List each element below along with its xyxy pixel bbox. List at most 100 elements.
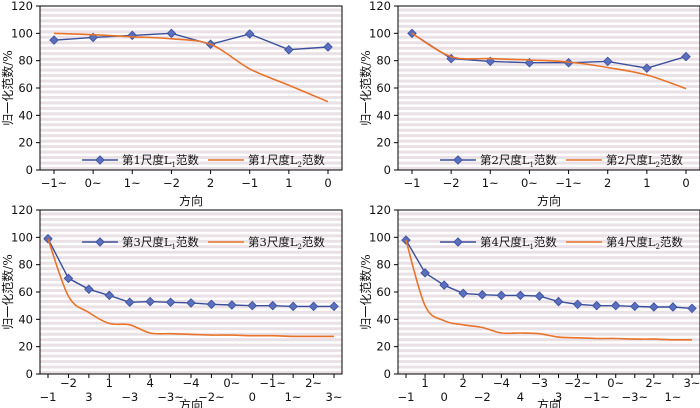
background-band	[398, 63, 700, 67]
background-band	[40, 112, 342, 116]
y-tick-label: 60	[376, 81, 391, 95]
data-point-diamond	[439, 280, 449, 290]
background-band	[40, 245, 342, 249]
background-band	[398, 332, 700, 336]
x-tick-label: 2	[460, 376, 467, 390]
background-band	[40, 321, 342, 325]
x-tick-label: 3	[85, 390, 92, 404]
legend-label: 第4尺度L2范数	[606, 235, 683, 251]
y-tick-label: 100	[11, 26, 33, 40]
background-band	[398, 354, 700, 358]
background-band	[40, 52, 342, 56]
background-band	[40, 288, 342, 292]
x-axis-title: 方向	[537, 193, 561, 208]
background-band	[40, 310, 342, 314]
x-tick-label: 0~	[607, 376, 624, 390]
background-band	[40, 24, 342, 28]
y-tick-label: 100	[369, 230, 391, 244]
data-point-diamond	[247, 300, 258, 311]
background-band	[40, 217, 342, 221]
background-band	[40, 256, 342, 260]
background-band	[398, 161, 700, 165]
background-band	[40, 212, 342, 216]
y-tick-label: 60	[18, 81, 33, 95]
x-tick-label: 1	[285, 176, 292, 190]
x-tick-label: −4	[183, 376, 200, 390]
background-band	[398, 217, 700, 221]
background-band	[398, 245, 700, 249]
background-band	[40, 223, 342, 227]
x-tick-label: −1	[40, 390, 57, 404]
x-tick-label: 1	[643, 176, 650, 190]
background-band	[398, 106, 700, 110]
background-band	[398, 261, 700, 265]
background-band	[398, 360, 700, 364]
background-band	[398, 250, 700, 254]
background-band	[40, 79, 342, 83]
x-tick-label: 0~	[223, 376, 240, 390]
data-point-diamond	[63, 273, 74, 284]
background-band	[40, 57, 342, 61]
background-band	[398, 338, 700, 342]
data-point-diamond	[244, 29, 255, 39]
background-band	[40, 8, 342, 12]
background-band	[398, 234, 700, 238]
data-point-diamond	[515, 290, 526, 301]
y-axis-title: 归一化范数/%	[0, 50, 15, 125]
background-band	[398, 256, 700, 260]
x-tick-label: −1~	[583, 390, 610, 404]
y-tick-label: 0	[26, 163, 33, 177]
y-tick-label: 80	[376, 54, 391, 68]
y-tick-label: 120	[369, 203, 391, 217]
background-band	[40, 30, 342, 34]
series-line-l1	[53, 32, 329, 51]
legend-label: 第1尺度L2范数	[248, 153, 325, 169]
data-point-diamond	[642, 63, 652, 73]
data-point-diamond	[308, 301, 319, 312]
background-band	[398, 24, 700, 28]
data-point-diamond	[630, 301, 640, 312]
background-band	[398, 305, 700, 309]
y-tick-label: 120	[11, 203, 33, 217]
x-tick-label: 2~	[305, 376, 322, 390]
background-band	[398, 272, 700, 276]
background-band	[398, 139, 700, 143]
background-band	[398, 349, 700, 353]
background-band	[40, 267, 342, 271]
y-tick-label: 80	[18, 54, 33, 68]
x-tick-label: 3~	[684, 376, 700, 390]
data-point-diamond	[591, 300, 602, 311]
series-line-l2	[411, 32, 687, 90]
background-band	[40, 13, 342, 17]
y-tick-label: 20	[18, 136, 33, 150]
data-point-diamond	[668, 302, 678, 312]
background-band	[40, 161, 342, 165]
chart-panel-1: 0 20 40 60 80 100 120 −1~ 0~ 1~ −2 2 −1 1 0 方向 归一化范数/% 第1…	[0, 0, 343, 208]
background-band	[398, 84, 700, 88]
data-point-diamond	[227, 300, 237, 310]
background-band	[40, 68, 342, 72]
x-tick-label: 0~	[521, 176, 538, 190]
legend: 第1尺度L1范数 第1尺度L2范数	[82, 153, 325, 169]
data-point-diamond	[267, 300, 278, 311]
x-tick-label: −2~	[198, 390, 225, 404]
background-band	[40, 360, 342, 364]
x-tick-label: 2~	[645, 376, 662, 390]
background-band	[40, 101, 342, 105]
background-band	[398, 370, 700, 374]
data-point-diamond	[49, 35, 59, 45]
data-point-diamond	[572, 299, 583, 310]
y-tick-label: 60	[376, 285, 391, 299]
chart-panel-4: 020406080100120−1102−2−44−33−2~−1~0~−3~2…	[358, 203, 700, 408]
background-band	[40, 272, 342, 276]
background-band	[40, 349, 342, 353]
background-band	[40, 354, 342, 358]
background-band	[40, 145, 342, 149]
background-band	[398, 95, 700, 99]
x-tick-label: −1	[398, 390, 415, 404]
x-tick-label: 1	[106, 376, 113, 390]
y-tick-label: 20	[376, 340, 391, 354]
legend-label: 第2尺度L1范数	[480, 153, 557, 169]
background-band	[398, 74, 700, 78]
